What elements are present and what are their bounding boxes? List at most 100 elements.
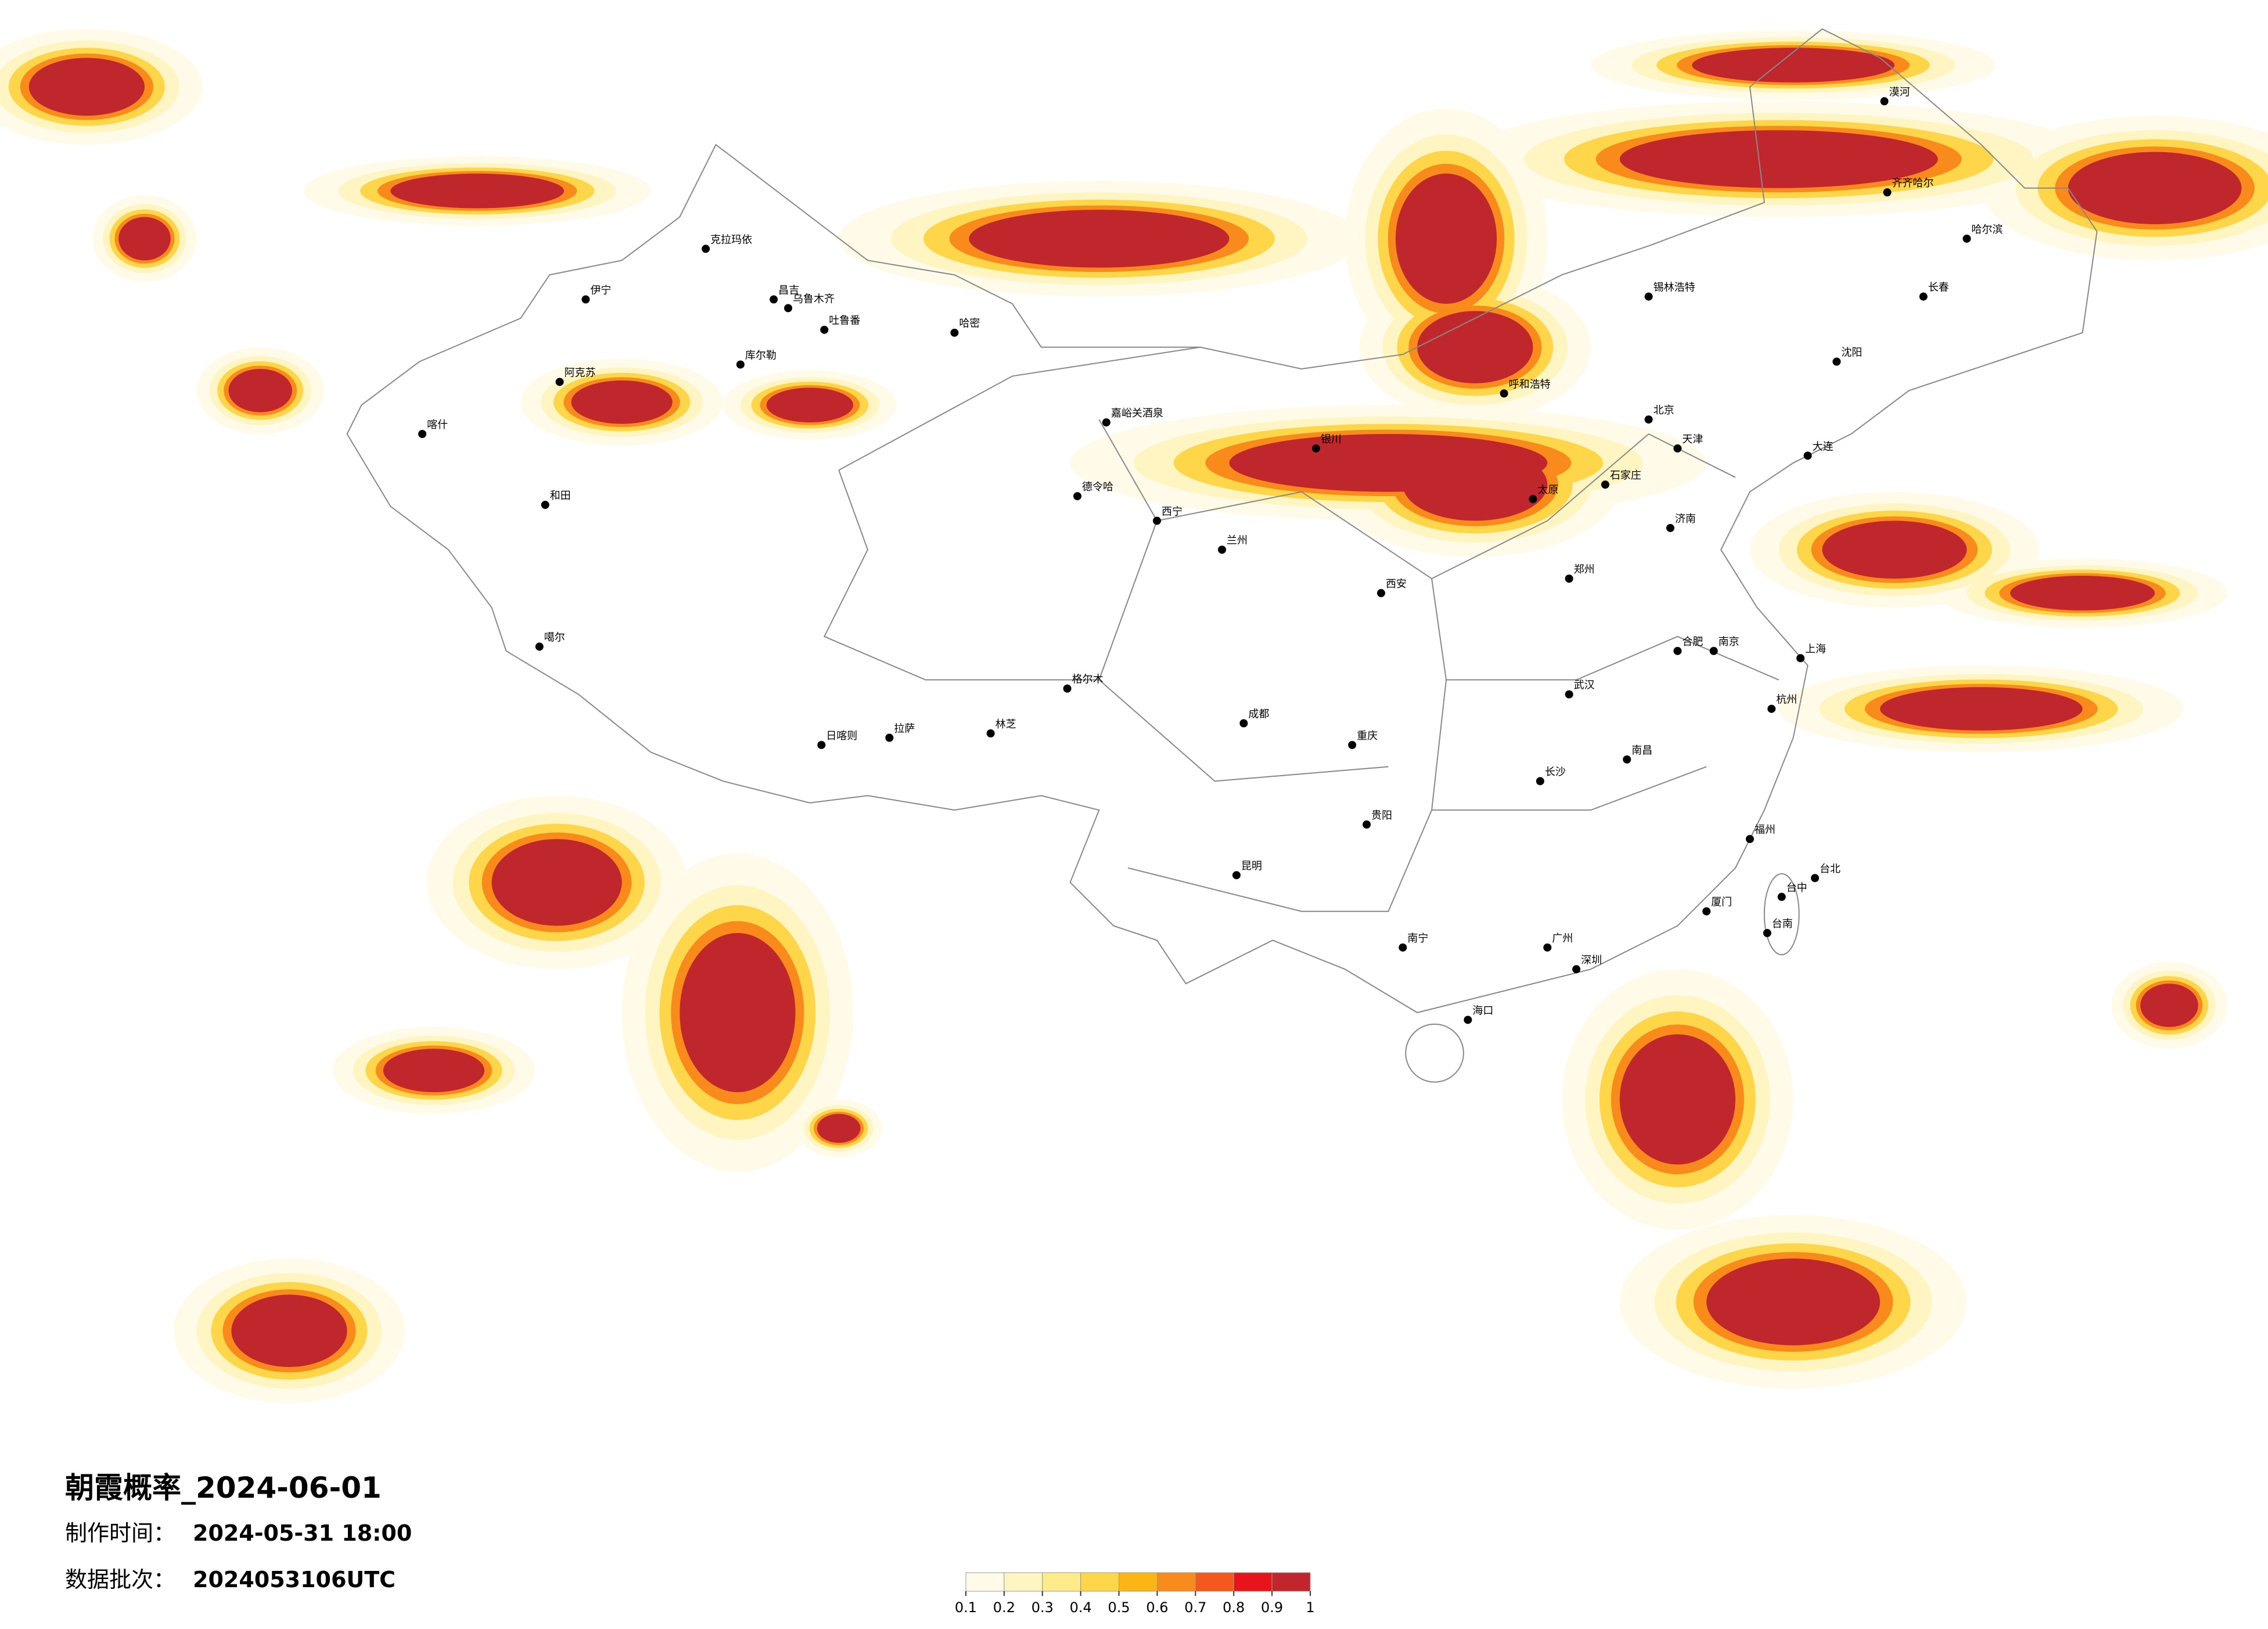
city-dot	[1623, 755, 1631, 764]
city-dot	[736, 360, 745, 369]
city-dot	[1803, 451, 1812, 460]
city-dot	[702, 245, 710, 253]
city-label: 齐齐哈尔	[1892, 177, 1933, 189]
city-dot	[1572, 965, 1581, 974]
city-label: 呼和浩特	[1509, 378, 1551, 390]
probability-area	[28, 58, 145, 116]
city-label: 乌鲁木齐	[793, 293, 835, 305]
probability-area	[2068, 152, 2242, 224]
probability-area	[1706, 1258, 1880, 1345]
city-label: 克拉玛依	[710, 234, 752, 246]
made-time: 2024-05-31 18:00	[193, 1520, 412, 1546]
city-dot	[1673, 647, 1682, 655]
colorbar-swatch	[1080, 1572, 1120, 1592]
probability-area	[1692, 48, 1895, 82]
city-label: 锡林浩特	[1654, 281, 1695, 293]
city-label: 哈密	[959, 318, 980, 330]
probability-area	[1822, 521, 1967, 579]
city-dot	[1543, 943, 1552, 952]
city-label: 和田	[550, 490, 571, 502]
city-label: 贵阳	[1371, 809, 1392, 821]
probability-area	[1619, 130, 1938, 188]
probability-area	[766, 387, 854, 423]
city-dot	[1644, 292, 1653, 301]
made-time-label: 制作时间：	[65, 1520, 175, 1546]
colorbar-tick-label: 0.5	[1108, 1599, 1130, 1616]
city-label: 拉萨	[894, 723, 915, 735]
city-dot	[1796, 654, 1805, 662]
city-dot	[1376, 589, 1385, 597]
city-label: 深圳	[1581, 954, 1602, 966]
country-outline	[346, 28, 2098, 1014]
city-dot	[784, 304, 793, 313]
city-label: 西宁	[1162, 505, 1182, 518]
city-dot	[418, 430, 427, 438]
city-dot	[1565, 575, 1573, 583]
city-dot	[1673, 444, 1682, 453]
city-dot	[535, 643, 544, 651]
probability-area	[1395, 173, 1497, 304]
city-label: 昌吉	[778, 284, 799, 296]
city-dot	[1063, 684, 1072, 693]
probability-field	[0, 28, 2268, 1404]
colorbar-swatch	[1119, 1572, 1158, 1592]
city-label: 太原	[1537, 484, 1558, 496]
city-dot	[817, 741, 826, 749]
colorbar-tick-label: 0.8	[1223, 1599, 1245, 1616]
city-label: 厦门	[1711, 896, 1732, 909]
probability-area	[1880, 687, 2083, 731]
colorbar-swatch	[1195, 1572, 1234, 1592]
probability-area	[1403, 448, 1548, 521]
batch: 2024053106UTC	[193, 1567, 396, 1592]
city-dot	[1073, 492, 1082, 501]
city-dot	[555, 378, 564, 386]
colorbar-tick-label: 0.2	[993, 1599, 1015, 1616]
probability-area	[383, 1049, 485, 1092]
colorbar-swatch	[1271, 1572, 1311, 1592]
city-label: 哈尔滨	[1971, 224, 2003, 236]
city-dot	[1536, 777, 1544, 785]
city-label: 噶尔	[544, 631, 565, 644]
probability-area	[118, 217, 171, 261]
colorbar: 0.1 0.2 0.3 0.4 0.5 0.6 0.7 0.8 0.9 1	[955, 1572, 1315, 1616]
colorbar-tick-label: 0.6	[1146, 1599, 1168, 1616]
probability-area	[390, 173, 565, 209]
city-dot	[1880, 97, 1889, 106]
colorbar-swatch	[965, 1572, 1005, 1592]
city-dot	[1218, 546, 1227, 554]
city-label: 台南	[1772, 918, 1793, 930]
colorbar-swatch	[1233, 1572, 1273, 1592]
city-label: 台北	[1820, 863, 1841, 875]
city-label: 银川	[1321, 433, 1342, 446]
probability-area	[680, 933, 796, 1092]
probability-area	[2010, 576, 2155, 611]
city-dot	[1709, 647, 1718, 655]
city-label: 合肥	[1682, 636, 1703, 648]
probability-area	[571, 380, 673, 424]
city-label: 杭州	[1776, 694, 1797, 706]
city-label: 格尔木	[1072, 673, 1104, 686]
city-label: 北京	[1654, 404, 1674, 417]
island	[1405, 1023, 1464, 1083]
city-dot	[1919, 292, 1928, 301]
city-label: 天津	[1682, 433, 1703, 446]
island	[1763, 873, 1800, 956]
probability-area	[817, 1114, 861, 1143]
batch-label: 数据批次：	[65, 1567, 175, 1592]
probability-area	[1417, 311, 1533, 383]
city-label: 日喀则	[826, 730, 857, 742]
city-label: 济南	[1675, 513, 1696, 525]
city-dot	[1239, 719, 1248, 727]
city-label: 沈阳	[1841, 347, 1862, 359]
city-label: 武汉	[1574, 679, 1595, 691]
city-label: 伊宁	[590, 284, 611, 296]
city-label: 南京	[1719, 636, 1739, 648]
city-label: 西安	[1386, 578, 1407, 590]
city-dot	[1883, 188, 1892, 197]
city-dot	[1529, 495, 1537, 504]
city-label: 兰州	[1227, 534, 1248, 547]
probability-area	[2140, 984, 2198, 1027]
probability-area	[491, 839, 622, 926]
city-dot	[770, 295, 778, 304]
